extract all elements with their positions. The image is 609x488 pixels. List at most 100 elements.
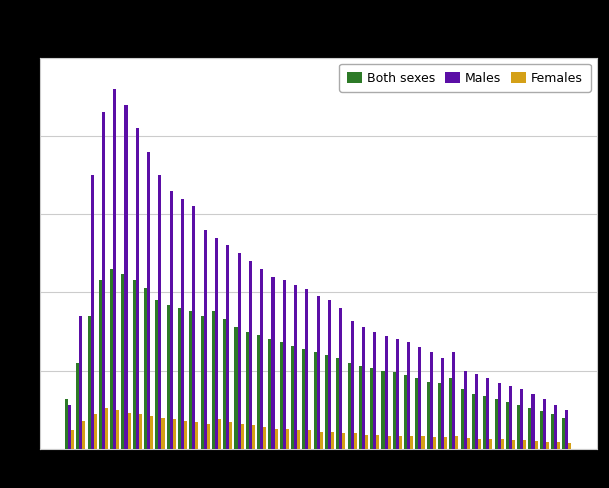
Bar xyxy=(430,352,433,449)
Bar xyxy=(365,435,368,449)
Bar xyxy=(348,363,351,449)
Bar xyxy=(520,389,523,449)
Bar xyxy=(433,437,436,449)
Bar xyxy=(263,427,266,449)
Bar xyxy=(102,113,105,449)
Bar xyxy=(269,340,272,449)
Bar xyxy=(283,280,286,449)
Bar xyxy=(483,396,486,449)
Bar xyxy=(297,430,300,449)
Bar xyxy=(376,435,379,449)
Bar xyxy=(396,340,399,449)
Bar xyxy=(441,358,444,449)
Bar xyxy=(260,269,263,449)
Bar xyxy=(551,415,554,449)
Bar xyxy=(512,440,515,449)
Bar xyxy=(535,441,538,449)
Bar xyxy=(354,433,357,449)
Bar xyxy=(82,421,85,449)
Bar xyxy=(317,296,320,449)
Bar xyxy=(203,230,206,449)
Bar xyxy=(351,321,354,449)
Bar xyxy=(463,371,466,449)
Bar xyxy=(139,415,142,449)
Bar xyxy=(286,428,289,449)
Bar xyxy=(218,419,221,449)
Bar xyxy=(206,424,209,449)
Bar xyxy=(546,442,549,449)
Bar xyxy=(158,176,161,449)
Bar xyxy=(249,262,252,449)
Bar xyxy=(65,399,68,449)
Bar xyxy=(161,418,164,449)
Bar xyxy=(495,399,498,449)
Bar xyxy=(384,337,387,449)
Bar xyxy=(407,343,410,449)
Bar xyxy=(387,436,390,449)
Bar xyxy=(540,411,543,449)
Bar xyxy=(472,394,475,449)
Bar xyxy=(418,347,421,449)
Bar xyxy=(167,305,170,449)
Bar xyxy=(76,363,79,449)
Bar xyxy=(113,90,116,449)
Bar xyxy=(517,405,520,449)
Bar xyxy=(226,246,230,449)
Bar xyxy=(223,319,226,449)
Bar xyxy=(501,440,504,449)
Bar xyxy=(275,428,278,449)
Bar xyxy=(328,301,331,449)
Bar xyxy=(241,424,244,449)
Bar xyxy=(291,346,294,449)
Bar xyxy=(498,384,501,449)
Bar xyxy=(121,274,124,449)
Bar xyxy=(246,332,249,449)
Bar xyxy=(170,191,173,449)
Bar xyxy=(339,308,342,449)
Bar xyxy=(489,440,492,449)
Bar xyxy=(257,335,260,449)
Bar xyxy=(399,436,402,449)
Bar xyxy=(466,438,470,449)
Bar xyxy=(192,207,195,449)
Bar xyxy=(155,301,158,449)
Bar xyxy=(127,413,130,449)
Bar xyxy=(314,352,317,449)
Bar xyxy=(562,418,565,449)
Bar xyxy=(99,280,102,449)
Bar xyxy=(460,389,463,449)
Bar xyxy=(308,430,311,449)
Bar xyxy=(331,432,334,449)
Bar xyxy=(147,152,150,449)
Bar xyxy=(438,384,441,449)
Bar xyxy=(144,288,147,449)
Bar xyxy=(294,285,297,449)
Bar xyxy=(302,349,305,449)
Bar xyxy=(105,408,108,449)
Bar xyxy=(184,421,187,449)
Bar xyxy=(373,332,376,449)
Bar xyxy=(68,405,71,449)
Bar xyxy=(415,379,418,449)
Bar xyxy=(478,439,481,449)
Bar xyxy=(181,199,184,449)
Bar xyxy=(523,440,526,449)
Bar xyxy=(280,343,283,449)
Bar xyxy=(509,386,512,449)
Bar xyxy=(91,176,94,449)
Legend: Both sexes, Males, Females: Both sexes, Males, Females xyxy=(339,65,591,93)
Bar xyxy=(452,352,456,449)
Bar xyxy=(94,415,97,449)
Bar xyxy=(88,316,91,449)
Bar xyxy=(133,280,136,449)
Bar xyxy=(124,105,127,449)
Bar xyxy=(410,436,414,449)
Bar xyxy=(189,311,192,449)
Bar xyxy=(212,311,215,449)
Bar xyxy=(486,379,489,449)
Bar xyxy=(565,410,568,449)
Bar xyxy=(234,327,238,449)
Bar xyxy=(136,129,139,449)
Bar xyxy=(150,416,153,449)
Bar xyxy=(342,433,345,449)
